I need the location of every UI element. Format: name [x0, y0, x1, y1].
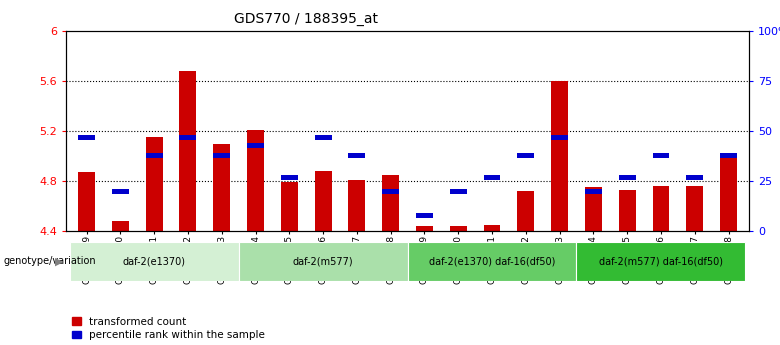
- Bar: [213, 152, 230, 158]
- Bar: [239, 241, 407, 281]
- Bar: [576, 241, 746, 281]
- Bar: [720, 154, 737, 231]
- Text: GDS770 / 188395_at: GDS770 / 188395_at: [234, 12, 378, 26]
- Bar: [382, 175, 399, 231]
- Bar: [720, 152, 737, 158]
- Bar: [585, 187, 602, 231]
- Bar: [416, 213, 433, 218]
- Bar: [551, 81, 568, 231]
- Bar: [416, 226, 433, 231]
- Bar: [281, 183, 298, 231]
- Bar: [281, 175, 298, 180]
- Bar: [450, 189, 466, 194]
- Bar: [78, 172, 95, 231]
- Bar: [112, 221, 129, 231]
- Bar: [213, 144, 230, 231]
- Text: daf-2(e1370): daf-2(e1370): [122, 256, 186, 266]
- Bar: [78, 135, 95, 140]
- Bar: [484, 175, 501, 180]
- Bar: [653, 186, 669, 231]
- Bar: [112, 189, 129, 194]
- Bar: [484, 225, 501, 231]
- Bar: [146, 152, 162, 158]
- Text: daf-2(m577): daf-2(m577): [292, 256, 353, 266]
- Legend: transformed count, percentile rank within the sample: transformed count, percentile rank withi…: [72, 317, 265, 340]
- Bar: [247, 142, 264, 148]
- Bar: [653, 152, 669, 158]
- Bar: [619, 190, 636, 231]
- Text: daf-2(e1370) daf-16(df50): daf-2(e1370) daf-16(df50): [429, 256, 555, 266]
- Bar: [314, 135, 332, 140]
- Text: ▶: ▶: [55, 256, 64, 266]
- Bar: [146, 137, 162, 231]
- Bar: [179, 71, 197, 231]
- Bar: [314, 171, 332, 231]
- Text: genotype/variation: genotype/variation: [4, 256, 97, 266]
- Bar: [69, 241, 239, 281]
- Bar: [450, 226, 466, 231]
- Bar: [407, 241, 576, 281]
- Bar: [686, 186, 704, 231]
- Bar: [349, 180, 365, 231]
- Bar: [517, 191, 534, 231]
- Bar: [585, 189, 602, 194]
- Bar: [517, 152, 534, 158]
- Bar: [179, 135, 197, 140]
- Bar: [619, 175, 636, 180]
- Bar: [382, 189, 399, 194]
- Text: daf-2(m577) daf-16(df50): daf-2(m577) daf-16(df50): [599, 256, 723, 266]
- Bar: [247, 130, 264, 231]
- Bar: [551, 135, 568, 140]
- Bar: [349, 152, 365, 158]
- Bar: [686, 175, 704, 180]
